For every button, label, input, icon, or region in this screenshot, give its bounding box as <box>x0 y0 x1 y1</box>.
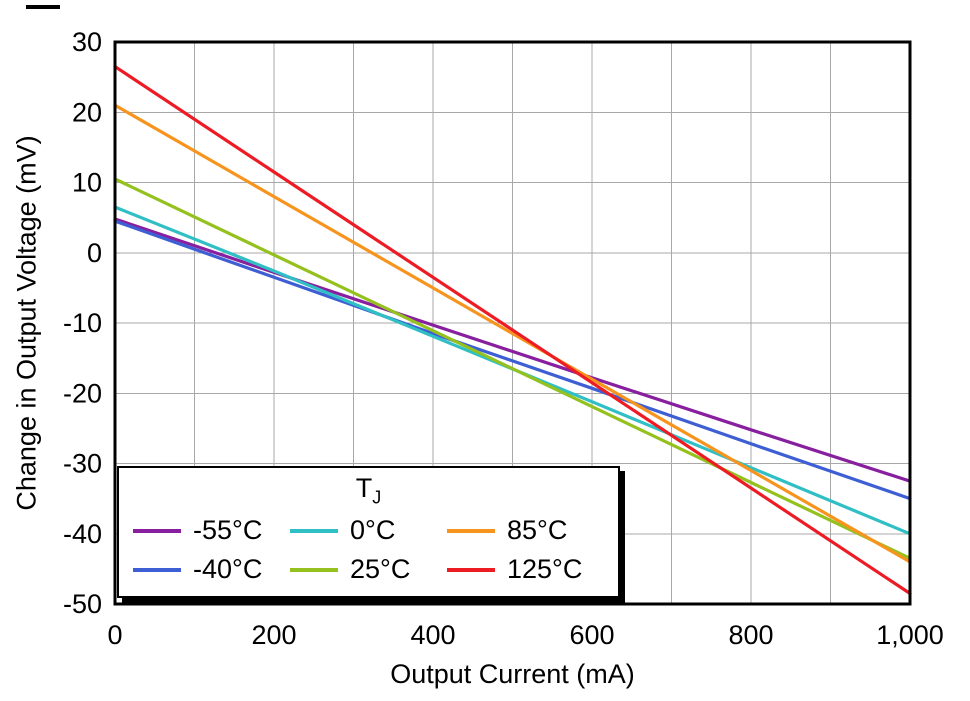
y-tick-label: -40 <box>63 519 102 549</box>
legend-label: 85°C <box>507 514 568 545</box>
stray-corner-mark <box>26 5 60 9</box>
legend-swatch <box>447 567 495 572</box>
series-line-85°C <box>113 103 912 564</box>
y-tick-label: -50 <box>63 589 102 619</box>
legend-swatch <box>447 528 495 533</box>
x-tick-label: 0 <box>107 620 122 650</box>
y-tick-label: -10 <box>63 308 102 338</box>
legend-label: -40°C <box>193 553 263 584</box>
x-tick-label: 1,000 <box>876 620 944 650</box>
legend-entry: -55°C <box>133 514 290 548</box>
series-line--55°C <box>113 217 912 483</box>
legend-swatch <box>133 528 181 533</box>
y-tick-label: -20 <box>63 378 102 408</box>
legend-label: 25°C <box>350 553 411 584</box>
legend-title-main: T <box>355 473 373 503</box>
legend-label: -55°C <box>193 514 263 545</box>
y-tick-label: -30 <box>63 449 102 479</box>
legend-label: 125°C <box>507 553 583 584</box>
series-line-125°C <box>113 64 912 596</box>
x-tick-label: 800 <box>728 620 773 650</box>
legend-entry: -40°C <box>133 553 290 587</box>
y-axis-title: Change in Output Voltage (mV) <box>11 135 42 511</box>
x-axis-title: Output Current (mA) <box>390 659 635 689</box>
y-tick-label: 30 <box>72 27 102 57</box>
legend-title: TJ <box>133 472 604 509</box>
x-tick-label: 200 <box>251 620 296 650</box>
legend-title-sub: J <box>372 487 382 508</box>
y-tick-label: 0 <box>87 238 102 268</box>
series-line-25°C <box>113 177 912 560</box>
legend-swatch <box>133 567 181 572</box>
x-tick-label: 600 <box>569 620 614 650</box>
y-tick-label: 20 <box>72 97 102 127</box>
legend-swatch <box>290 567 338 572</box>
series-line--40°C <box>113 219 912 501</box>
legend-swatch <box>290 528 338 533</box>
legend-entry: 25°C <box>290 553 447 587</box>
legend-entry: 0°C <box>290 514 447 548</box>
legend-entry: 85°C <box>447 514 604 548</box>
plot-frame <box>113 40 912 606</box>
legend-entry: 125°C <box>447 553 604 587</box>
legend-label: 0°C <box>350 514 396 545</box>
legend-entries: -55°C 0°C 85°C -40°C 25°C 125°C <box>133 514 604 587</box>
y-tick-label: 10 <box>72 168 102 198</box>
x-tick-label: 400 <box>410 620 455 650</box>
legend: TJ -55°C 0°C 85°C -40°C 25°C 125°C <box>117 466 620 598</box>
